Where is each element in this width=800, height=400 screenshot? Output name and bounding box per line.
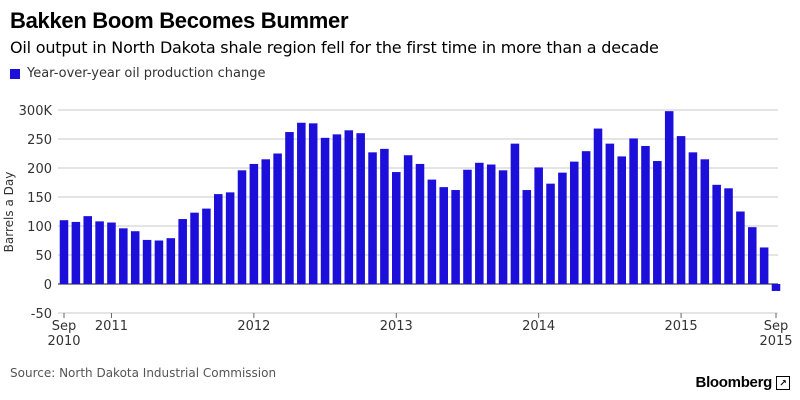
bar <box>261 159 271 284</box>
x-tick-label: Sep <box>52 319 77 334</box>
bar <box>166 238 176 284</box>
y-tick-label: 150 <box>27 191 52 206</box>
bar <box>344 130 354 284</box>
y-tick-label: 300K <box>19 104 53 119</box>
bar <box>605 143 615 284</box>
y-tick-label: 200 <box>27 162 52 177</box>
bar <box>510 143 520 284</box>
bar <box>534 167 543 284</box>
bar <box>142 239 152 284</box>
bar <box>237 170 247 284</box>
bar <box>676 136 686 284</box>
brand: Bloomberg ↗ <box>696 374 790 391</box>
bar <box>403 155 413 284</box>
bar <box>475 162 484 284</box>
y-tick-label: 50 <box>35 249 52 264</box>
bar <box>641 145 650 284</box>
bar <box>130 231 140 284</box>
y-tick-label: 0 <box>44 278 52 293</box>
bar <box>320 137 330 284</box>
bar <box>391 172 401 284</box>
x-tick-label: 2014 <box>522 319 555 334</box>
bar <box>225 192 235 284</box>
bar <box>629 138 638 284</box>
legend: Year-over-year oil production change <box>10 66 265 81</box>
y-tick-label: 100 <box>27 220 52 235</box>
bar <box>249 163 259 284</box>
bar <box>724 188 733 284</box>
bar <box>356 133 365 284</box>
bar <box>154 240 164 284</box>
x-tick-label: Sep <box>764 319 789 334</box>
bar <box>273 153 282 284</box>
bar <box>439 187 449 284</box>
legend-label: Year-over-year oil production change <box>27 66 266 81</box>
y-tick-labels: 300K 250 200 150 100 50 0 -50 <box>19 104 53 322</box>
bar <box>759 247 769 284</box>
y-tick-label: -50 <box>31 307 52 322</box>
y-tick-label: 250 <box>27 133 52 148</box>
chart-title: Bakken Boom Becomes Bummer <box>10 8 349 33</box>
x-tick-label-year: 2010 <box>47 334 80 349</box>
bar <box>190 212 199 284</box>
bar <box>486 164 496 284</box>
bar <box>59 220 69 284</box>
bar <box>771 284 781 291</box>
bar <box>498 170 508 284</box>
bar <box>368 152 377 284</box>
bar <box>463 169 472 284</box>
bars <box>59 111 781 291</box>
bar <box>380 148 389 284</box>
bar <box>415 163 425 284</box>
bar <box>569 161 579 284</box>
bar <box>617 156 627 284</box>
bar <box>712 184 721 284</box>
x-tick-label-year: 2015 <box>759 334 792 349</box>
bar <box>95 221 104 284</box>
bar <box>593 128 603 284</box>
bar <box>664 111 674 284</box>
x-tick-label: 2011 <box>95 319 128 334</box>
x-tick-label: 2015 <box>665 319 698 334</box>
source-note: Source: North Dakota Industrial Commissi… <box>10 366 277 380</box>
x-tick-label: 2012 <box>237 319 270 334</box>
bar <box>427 179 437 284</box>
bar <box>451 190 460 284</box>
bar <box>522 190 532 284</box>
bar <box>107 222 116 284</box>
x-tick-label: 2013 <box>380 319 413 334</box>
bar <box>653 161 662 284</box>
bar <box>285 132 294 284</box>
y-axis-label: Barrels a Day <box>2 172 16 253</box>
bar <box>308 123 318 284</box>
bar <box>747 227 757 284</box>
bar <box>202 208 211 284</box>
chart-subtitle: Oil output in North Dakota shale region … <box>10 38 659 57</box>
bar <box>297 122 306 284</box>
bar <box>546 183 555 284</box>
bar <box>83 216 93 284</box>
bar <box>688 152 698 284</box>
bar <box>213 194 223 284</box>
bar <box>119 228 128 284</box>
bar <box>178 219 187 284</box>
bar <box>558 172 567 284</box>
bar <box>581 151 591 284</box>
bar <box>736 211 745 284</box>
bar <box>332 134 342 284</box>
bar <box>700 159 710 284</box>
brand-name: Bloomberg <box>695 374 773 391</box>
legend-swatch <box>10 68 20 79</box>
bloomberg-logo-icon: ↗ <box>776 375 790 390</box>
bar <box>71 221 81 284</box>
